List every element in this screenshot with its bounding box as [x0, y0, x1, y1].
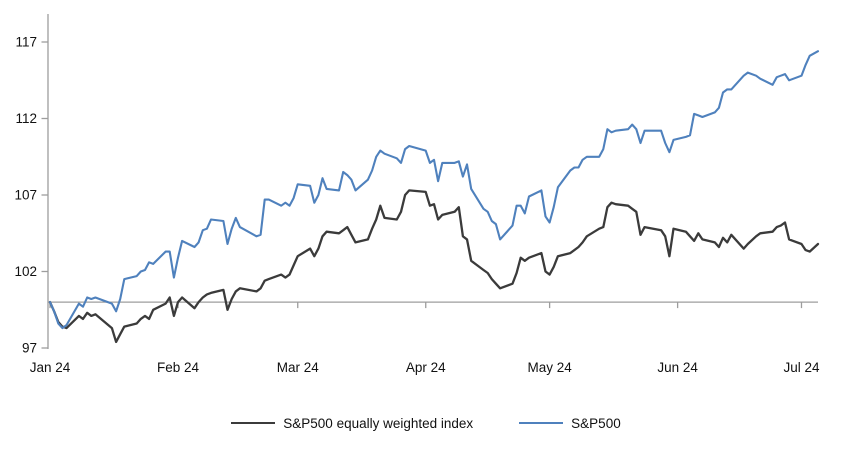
series-line-equal-weight	[48, 189, 820, 344]
legend-label-sp500: S&P500	[571, 415, 621, 431]
series-line-sp500	[48, 50, 820, 330]
x-axis-tick-label: May 24	[527, 360, 572, 375]
sp500-line-swatch	[519, 421, 564, 425]
legend-label-equal-weight: S&P500 equally weighted index	[283, 415, 474, 431]
chart-legend: S&P500 equally weighted index S&P500	[0, 410, 852, 436]
y-axis-tick-label: 97	[22, 341, 37, 356]
y-axis-tick-label: 117	[15, 35, 37, 50]
x-axis-tick-label: Jul 24	[783, 360, 820, 375]
x-axis-tick-label: Feb 24	[157, 360, 200, 375]
y-axis-tick-label: 102	[14, 264, 37, 279]
legend-item-equal-weight: S&P500 equally weighted index	[231, 416, 473, 431]
y-axis-tick-label: 112	[15, 111, 37, 126]
legend-item-sp500: S&P500	[519, 416, 621, 431]
x-axis-tick-label: Jan 24	[30, 360, 71, 375]
equal-weight-line-swatch	[231, 421, 276, 425]
x-axis-tick-label: Mar 24	[277, 360, 320, 375]
x-axis-tick-label: Jun 24	[657, 360, 698, 375]
x-axis-tick-label: Apr 24	[406, 360, 446, 375]
y-axis-tick-label: 107	[14, 188, 37, 203]
